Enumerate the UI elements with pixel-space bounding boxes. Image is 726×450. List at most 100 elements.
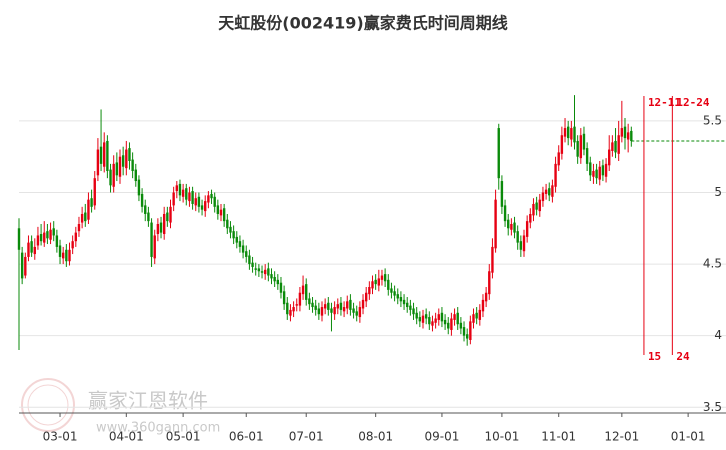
candle-body [30,241,33,253]
candle-body [544,189,548,194]
candle-body [245,251,248,257]
candle-body [159,222,163,233]
candle-body [554,163,557,187]
chart-title: 天虹股份(002419)赢家费氏时间周期线 [218,14,507,33]
candle-body [472,314,475,323]
candle-body [27,242,30,257]
candle-body [333,307,336,315]
candle-body [115,162,119,176]
candle-body [49,229,52,240]
candle-body [289,309,292,316]
y-tick-label: 3.5 [703,400,722,414]
candle-body [36,235,40,246]
candle-body [17,228,21,250]
candle-body [399,297,403,302]
candle-body [87,199,90,220]
candle-body [286,302,289,315]
candle-body [431,321,434,326]
candle-body [134,169,137,182]
candle-body [39,234,43,242]
candle-body [311,302,314,308]
candle-body [68,249,71,262]
candle-body [131,159,134,172]
x-tick-label: 01-01 [671,430,706,444]
candle-body [478,309,482,320]
candle-body [601,165,605,176]
candle-body [216,205,220,214]
candle-body [270,274,273,279]
candle-body [497,128,500,179]
cycle-date: 12-24 [676,96,709,109]
y-tick-label: 4.5 [703,257,722,271]
candle-body [267,268,270,276]
candle-body [61,252,65,259]
candle-body [481,299,485,312]
candle-body [358,307,362,318]
candle-body [295,304,298,306]
candle-body [529,213,532,223]
candle-body [207,195,210,203]
candle-body [314,305,317,310]
x-tick-label: 06-01 [229,430,264,444]
candle-body [573,126,576,143]
candle-body [513,222,516,233]
candle-body [595,169,598,179]
candle-body [125,149,128,169]
y-tick-label: 5.5 [703,113,722,127]
candle-body [46,231,49,239]
x-tick-label: 10-01 [484,430,519,444]
candle-body [491,246,494,273]
candle-body [175,185,179,192]
candle-body [494,199,497,249]
candle-body [557,152,560,166]
candle-body [437,314,440,320]
candle-body [510,224,513,230]
candle-body [421,315,425,323]
cycle-date: 12-11 [648,96,681,109]
candle-body [484,292,488,302]
candle-body [74,232,78,242]
candle-body [90,198,93,207]
candle-body [298,292,302,306]
candle-body [96,149,100,176]
x-tick-label: 09-01 [425,430,460,444]
candle-body [137,179,141,196]
candle-body [80,213,84,223]
candle-body [181,189,185,197]
x-tick-label: 12-01 [604,430,639,444]
candle-body [626,132,630,140]
candle-body [257,268,261,272]
candle-body [592,171,595,177]
candle-body [623,126,627,139]
candle-body [516,231,519,243]
candle-body [488,271,491,295]
candle-body [317,308,321,315]
candle-body [308,298,311,305]
candle-body [630,130,633,141]
candle-body [330,308,333,313]
candle-body [532,203,535,216]
candle-body [560,135,564,154]
candle-body [292,307,295,312]
candle-body [440,312,444,322]
candle-body [611,142,614,151]
candle-body [128,148,131,161]
candle-body [371,281,374,289]
candle-body [475,312,478,319]
candle-body [320,307,324,316]
candle-body [374,279,377,285]
candle-body [383,274,387,282]
candle-body [469,321,472,340]
candle-body [213,196,216,207]
y-tick-label: 5 [714,185,722,199]
candle-body [185,188,188,200]
candle-body [387,279,390,290]
candle-body [551,185,554,197]
candle-body [535,202,538,210]
candle-body [604,163,608,177]
candle-body [409,305,412,310]
candle-body [140,193,144,207]
candle-body [406,302,409,308]
candle-body [352,308,355,313]
